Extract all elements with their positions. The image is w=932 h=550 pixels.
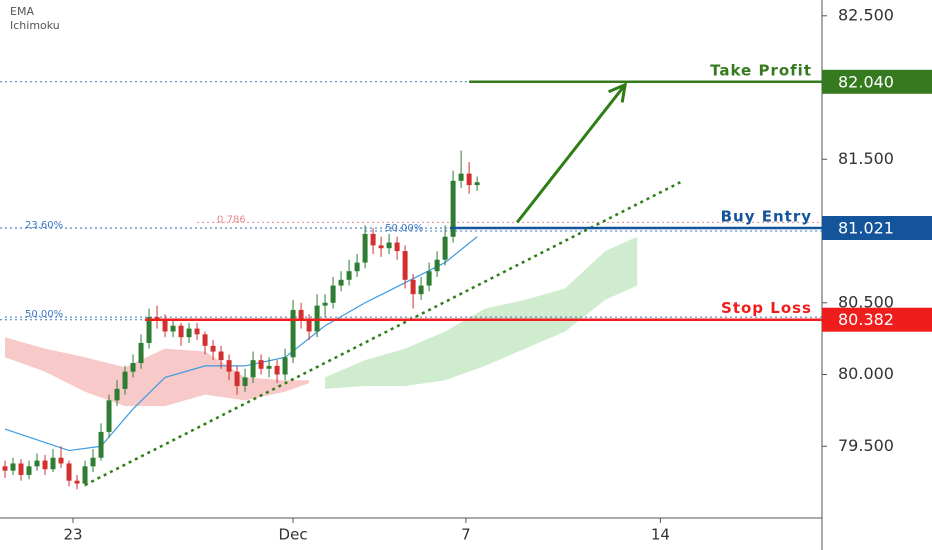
candle-body xyxy=(458,173,464,181)
price-box-label: 81.021 xyxy=(838,219,894,238)
candle-body xyxy=(346,271,352,280)
candle-body xyxy=(274,365,280,375)
fib-label: 50.00% xyxy=(25,309,63,320)
candle-body xyxy=(162,319,168,332)
candle-body xyxy=(474,182,480,186)
x-tick-label: 7 xyxy=(461,526,471,544)
candle-body xyxy=(450,180,456,237)
candle-body xyxy=(426,271,432,286)
ichimoku-cloud xyxy=(5,337,310,407)
y-tick-label: 80.500 xyxy=(838,292,894,311)
candle-body xyxy=(338,279,344,286)
candle-body xyxy=(186,328,192,338)
price-box xyxy=(822,69,932,94)
candle-body xyxy=(322,302,328,306)
candle-body xyxy=(26,466,32,475)
candle-body xyxy=(394,242,400,252)
y-tick-label: 82.500 xyxy=(838,5,894,24)
candle-body xyxy=(82,466,88,484)
candle-body xyxy=(218,351,224,361)
candle-body xyxy=(410,279,416,295)
fib-label: 50.00% xyxy=(385,223,423,234)
candle-body xyxy=(434,259,440,272)
candle-body xyxy=(10,463,16,471)
candle-body xyxy=(258,360,264,369)
candle-body xyxy=(58,457,64,464)
candle-body xyxy=(202,334,208,346)
price-box-label: 82.040 xyxy=(838,72,894,91)
x-tick-label: Dec xyxy=(279,526,308,544)
candle-body xyxy=(98,431,104,458)
candle-body xyxy=(378,245,384,249)
candle-body xyxy=(466,173,472,186)
candle-body xyxy=(178,325,184,338)
candle-body xyxy=(106,400,112,432)
candle-body xyxy=(210,345,216,352)
y-tick-label: 79.500 xyxy=(838,436,894,455)
candle-body xyxy=(114,388,120,401)
fib-label: 0.786 xyxy=(217,214,246,225)
candle-body xyxy=(138,342,144,364)
candle-body xyxy=(266,365,272,369)
candle-body xyxy=(18,463,24,475)
candle-body xyxy=(122,371,128,389)
price-box xyxy=(822,307,932,332)
candle-body xyxy=(402,251,408,280)
candle-body xyxy=(330,285,336,303)
candle-body xyxy=(242,377,248,386)
candle-body xyxy=(194,328,200,335)
candle-body xyxy=(146,317,152,343)
candle-body xyxy=(66,463,72,481)
fib-label: 23.60% xyxy=(25,220,63,231)
level-label: Stop Loss xyxy=(721,299,812,317)
candle-body xyxy=(234,371,240,386)
candle-body xyxy=(34,460,40,467)
candle-body xyxy=(290,309,296,358)
x-tick-label: 14 xyxy=(651,526,670,544)
candle-body xyxy=(90,457,96,467)
candle-body xyxy=(370,233,376,246)
candle-body xyxy=(74,480,80,484)
candle-body xyxy=(2,466,8,471)
candle-body xyxy=(298,309,304,320)
y-tick-label: 81.500 xyxy=(838,149,894,168)
ichimoku-cloud xyxy=(325,236,638,389)
price-box-label: 80.382 xyxy=(838,310,894,329)
candle-body xyxy=(250,360,256,378)
candle-body xyxy=(226,360,232,372)
y-tick-label: 80.000 xyxy=(838,364,894,383)
level-label: Take Profit xyxy=(710,61,812,79)
candle-body xyxy=(362,233,368,263)
indicator-label: Ichimoku xyxy=(10,19,60,32)
arrow xyxy=(515,83,627,224)
candle-body xyxy=(386,242,392,249)
level-label: Buy Entry xyxy=(721,208,812,226)
candle-body xyxy=(130,363,136,372)
indicator-label: EMA xyxy=(10,5,34,18)
candle-body xyxy=(50,457,56,470)
candle-body xyxy=(42,460,48,470)
candle-body xyxy=(442,236,448,260)
candle-body xyxy=(306,319,312,332)
candle-body xyxy=(418,285,424,295)
candle-body xyxy=(282,357,288,375)
candle-body xyxy=(170,325,176,332)
candle-body xyxy=(354,262,360,272)
price-box xyxy=(822,216,932,241)
x-tick-label: 23 xyxy=(63,526,82,544)
arrow-head xyxy=(608,82,628,103)
